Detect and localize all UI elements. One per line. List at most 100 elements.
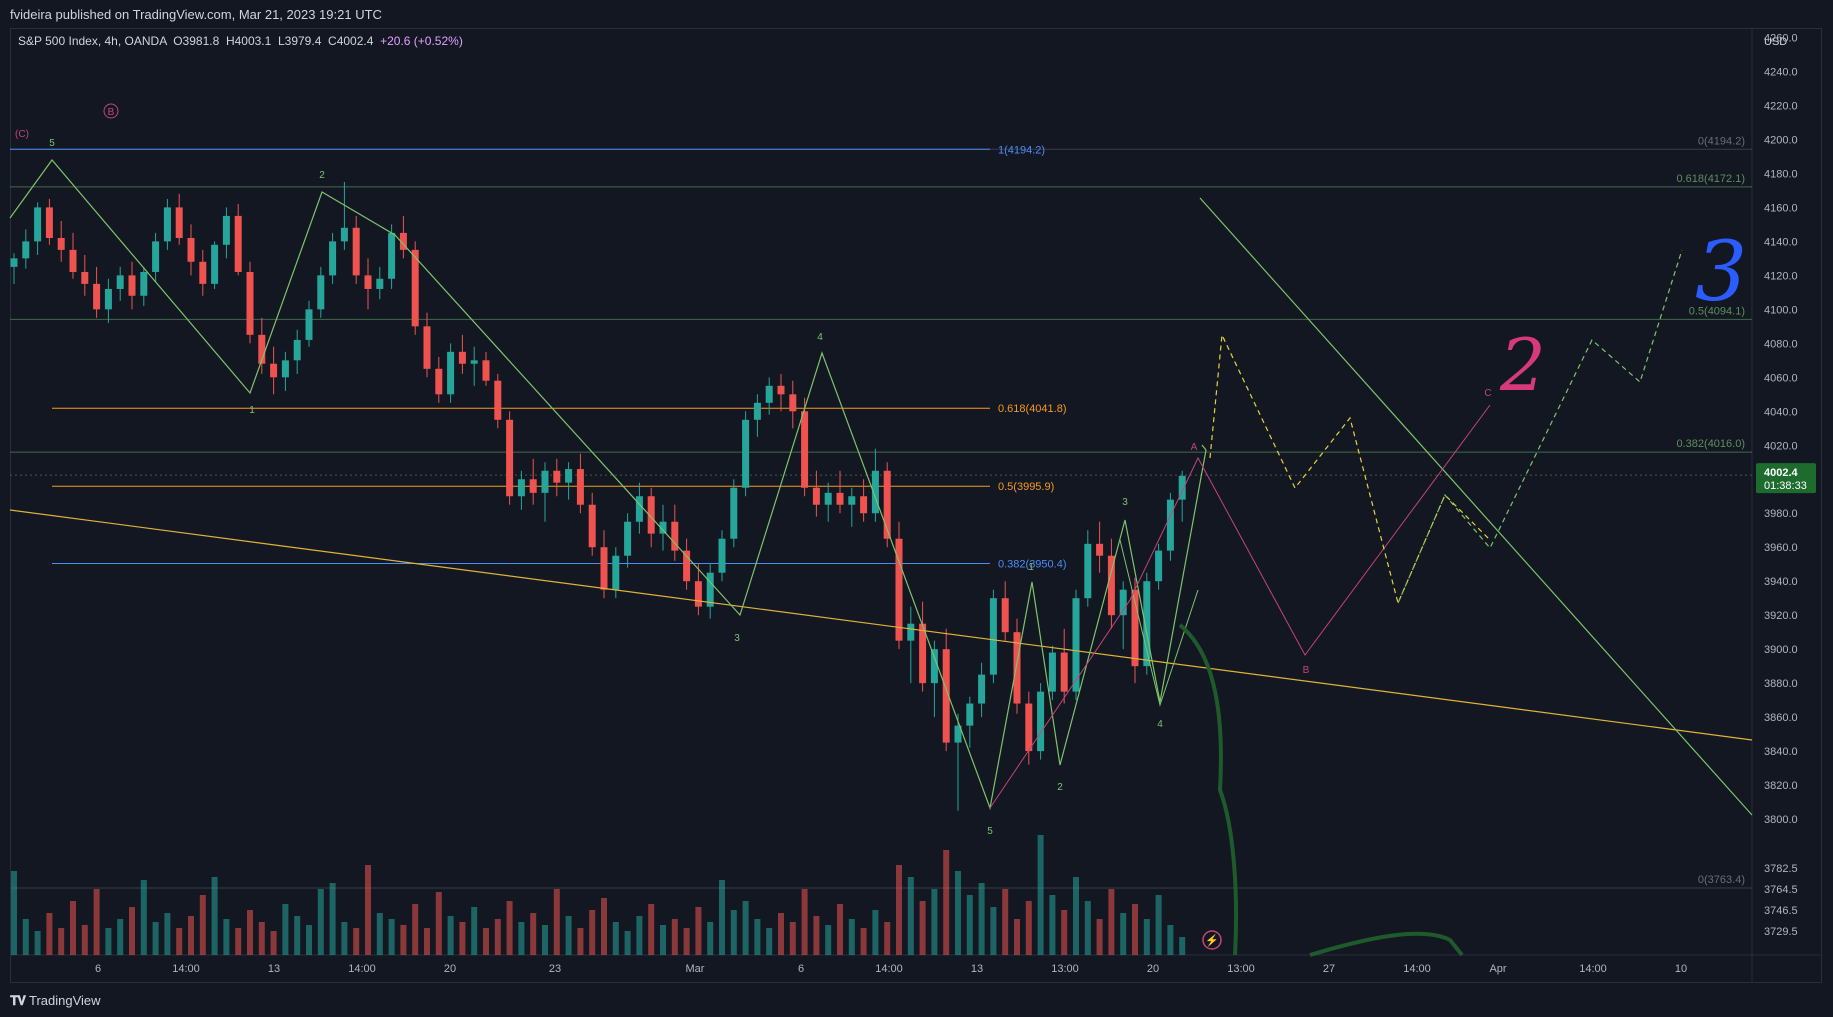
candle-body xyxy=(175,207,183,238)
candle-body xyxy=(281,360,289,378)
candle-body xyxy=(10,258,18,267)
y-tick-label: 3980.0 xyxy=(1764,508,1798,520)
candle-body xyxy=(45,207,53,238)
volume-bar xyxy=(1155,895,1162,955)
fib-retracement-label: 1(4194.2) xyxy=(998,144,1045,156)
x-tick-label: 14:00 xyxy=(1403,963,1431,975)
volume-bar xyxy=(140,880,147,955)
candle-body xyxy=(824,492,832,505)
volume-bar xyxy=(884,922,891,955)
x-tick-label: 14:00 xyxy=(875,963,903,975)
candle-body xyxy=(246,271,254,335)
open-value: O3981.8 xyxy=(173,34,220,48)
volume-bar xyxy=(294,916,301,955)
volume-bar xyxy=(1132,904,1138,955)
x-tick-label: 13:00 xyxy=(1227,963,1255,975)
candle-body xyxy=(234,215,242,272)
volume-bar xyxy=(447,916,454,955)
candle-body xyxy=(1072,598,1080,692)
volume-bar xyxy=(907,877,914,955)
y-tick-label: 3764.5 xyxy=(1764,884,1798,896)
x-tick-label: 27 xyxy=(1323,963,1335,975)
wave-label: 2 xyxy=(1057,782,1063,793)
candle-body xyxy=(211,244,219,284)
candle-body xyxy=(730,487,738,539)
candle-body xyxy=(553,470,561,483)
volume-bar xyxy=(483,928,489,955)
y-tick-label: 3880.0 xyxy=(1764,678,1798,690)
volume-bar xyxy=(376,913,383,955)
abc-projection-line xyxy=(989,404,1491,809)
candle-body xyxy=(742,419,750,488)
x-tick-label: Apr xyxy=(1489,963,1506,975)
y-tick-label: 4240.0 xyxy=(1764,66,1798,78)
volume-bar xyxy=(1096,919,1103,955)
candle-body xyxy=(989,598,997,675)
y-tick-label: 4020.0 xyxy=(1764,440,1798,452)
volume-bar xyxy=(317,889,324,955)
candle-body xyxy=(81,271,89,284)
y-tick-label: 3860.0 xyxy=(1764,712,1798,724)
volume-bar xyxy=(660,925,666,955)
brand-name: TradingView xyxy=(29,993,101,1008)
candle-body xyxy=(1155,550,1163,582)
high-value: H4003.1 xyxy=(225,34,272,48)
candle-body xyxy=(1037,691,1045,752)
candle-body xyxy=(187,237,195,262)
annotation-wave-2: 2 xyxy=(1499,323,1546,407)
volume-bar xyxy=(1120,913,1127,955)
volume-bar xyxy=(801,889,808,955)
chart-frame xyxy=(10,28,1822,983)
candle-body xyxy=(482,360,490,381)
volume-bar xyxy=(1002,889,1009,955)
candle-body xyxy=(116,275,124,289)
volume-bar xyxy=(577,928,584,955)
volume-bar xyxy=(730,910,737,955)
volume-bar xyxy=(188,916,194,955)
volume-bar xyxy=(624,931,631,955)
y-tick-label: 3729.5 xyxy=(1764,926,1798,938)
volume-bar xyxy=(1167,925,1174,955)
annotation-wave-3: 3 xyxy=(1695,225,1747,320)
volume-bar xyxy=(754,919,761,955)
candle-body xyxy=(1143,581,1151,667)
candle-body xyxy=(801,411,809,488)
candle-body xyxy=(635,496,643,522)
volume-bar xyxy=(1061,910,1068,955)
volume-bar xyxy=(695,907,702,955)
wave-label-circle xyxy=(103,103,119,119)
volume-bar xyxy=(742,901,749,955)
volume-bar xyxy=(58,928,65,955)
candle-body xyxy=(966,703,974,726)
candle-body xyxy=(411,249,419,327)
candle-body xyxy=(258,334,266,364)
y-tick-label: 4180.0 xyxy=(1764,168,1798,180)
candle-body xyxy=(860,496,868,514)
low-value: L3979.4 xyxy=(277,34,322,48)
fib-level-label: 0.618(4172.1) xyxy=(1677,173,1746,185)
candle-body xyxy=(883,470,891,539)
fib-level-label: 0(4194.2) xyxy=(1698,135,1745,147)
wave-label: A xyxy=(1191,442,1198,453)
candle-body xyxy=(930,649,938,684)
volume-bar xyxy=(683,928,690,955)
channel-line xyxy=(1199,197,1753,816)
candle-body xyxy=(1178,475,1186,500)
volume-bar xyxy=(70,901,76,955)
y-tick-label: 3900.0 xyxy=(1764,644,1798,656)
volume-bar xyxy=(306,925,312,955)
volume-bar xyxy=(341,922,348,955)
candle-body xyxy=(69,249,77,272)
volume-bar xyxy=(825,925,832,955)
candle-body xyxy=(836,492,844,505)
candle-body xyxy=(1131,589,1139,667)
volume-bar xyxy=(105,928,112,955)
publisher-text: fvideira published on TradingView.com, M… xyxy=(10,6,382,22)
volume-bar xyxy=(329,883,336,955)
x-tick-label: 20 xyxy=(444,963,456,975)
candle-body xyxy=(435,368,443,395)
x-tick-label: 6 xyxy=(95,963,101,975)
volume-bar xyxy=(707,922,714,955)
candle-body xyxy=(718,538,726,573)
